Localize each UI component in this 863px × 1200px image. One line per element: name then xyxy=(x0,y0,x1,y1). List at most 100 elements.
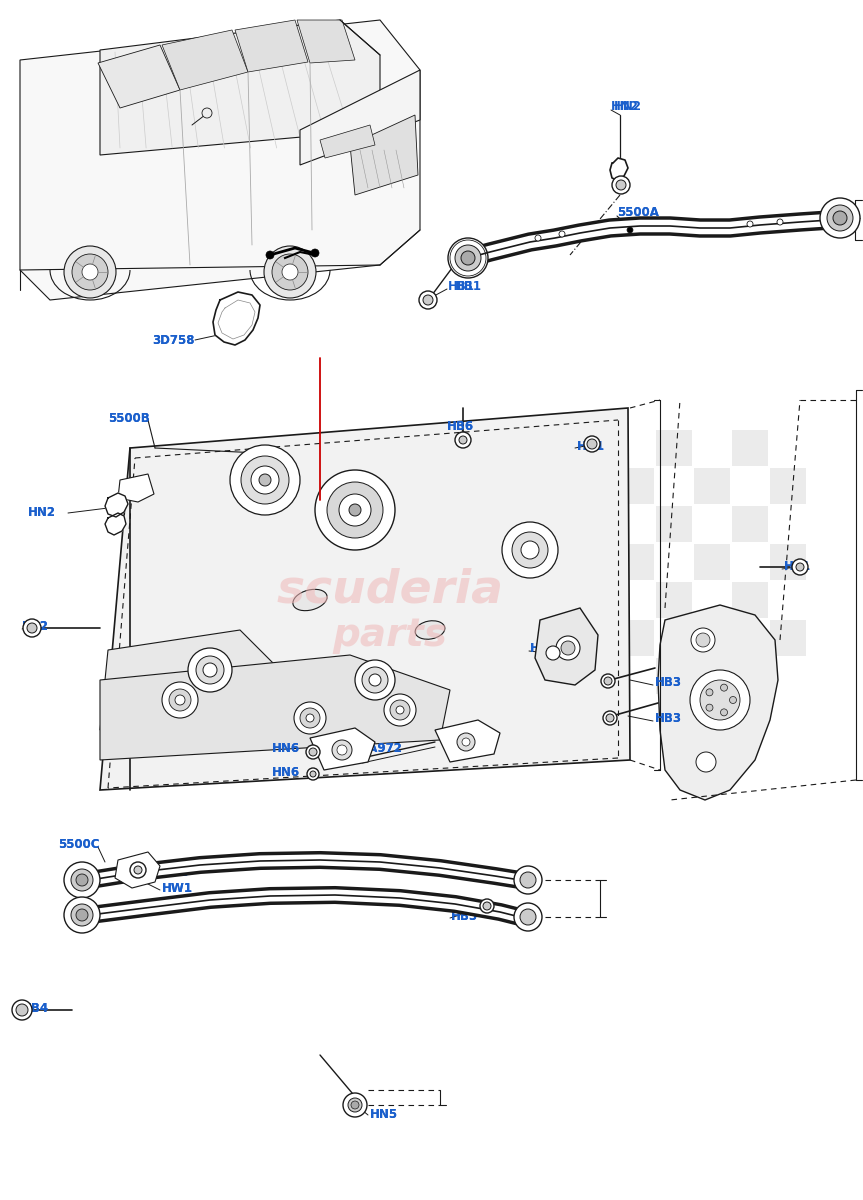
Circle shape xyxy=(169,689,191,710)
Polygon shape xyxy=(213,292,260,346)
Circle shape xyxy=(606,714,614,722)
Text: HW1: HW1 xyxy=(162,882,193,894)
Circle shape xyxy=(307,768,319,780)
Circle shape xyxy=(706,689,713,696)
Bar xyxy=(618,544,654,580)
Text: 5A972: 5A972 xyxy=(360,742,402,755)
Circle shape xyxy=(696,634,710,647)
Text: HN4: HN4 xyxy=(530,642,558,655)
Text: HN3: HN3 xyxy=(162,865,190,878)
Bar xyxy=(770,468,806,504)
Ellipse shape xyxy=(293,589,327,611)
Circle shape xyxy=(690,670,750,730)
Text: HN6: HN6 xyxy=(272,767,300,780)
Circle shape xyxy=(282,264,298,280)
Bar xyxy=(580,658,616,694)
Circle shape xyxy=(71,904,93,926)
Circle shape xyxy=(369,674,381,686)
Circle shape xyxy=(729,696,736,703)
Text: HN5: HN5 xyxy=(370,1109,398,1122)
Polygon shape xyxy=(115,852,160,888)
Polygon shape xyxy=(235,20,308,72)
Polygon shape xyxy=(350,115,418,194)
Circle shape xyxy=(777,218,783,226)
Text: HB5: HB5 xyxy=(451,910,478,923)
Circle shape xyxy=(241,456,289,504)
Ellipse shape xyxy=(415,620,444,640)
Circle shape xyxy=(384,694,416,726)
Circle shape xyxy=(455,245,481,271)
Circle shape xyxy=(355,660,395,700)
Circle shape xyxy=(462,738,470,746)
Text: HN1: HN1 xyxy=(577,439,605,452)
Bar xyxy=(770,544,806,580)
Circle shape xyxy=(390,700,410,720)
Polygon shape xyxy=(100,20,380,155)
Circle shape xyxy=(349,504,361,516)
Text: HB3: HB3 xyxy=(655,713,682,726)
Circle shape xyxy=(188,648,232,692)
Circle shape xyxy=(520,872,536,888)
Circle shape xyxy=(461,251,475,265)
Text: HB1: HB1 xyxy=(455,280,482,293)
Circle shape xyxy=(480,899,494,913)
Text: HN2: HN2 xyxy=(614,101,642,114)
Text: 5500B: 5500B xyxy=(108,412,150,425)
Bar xyxy=(618,468,654,504)
Circle shape xyxy=(266,251,274,259)
Text: HN6: HN6 xyxy=(272,742,300,755)
Bar xyxy=(656,430,692,466)
Circle shape xyxy=(130,862,146,878)
Circle shape xyxy=(76,910,88,922)
Circle shape xyxy=(587,439,597,449)
Circle shape xyxy=(348,1098,362,1112)
Circle shape xyxy=(457,733,475,751)
Circle shape xyxy=(603,710,617,725)
Text: 5500A: 5500A xyxy=(617,206,658,220)
Circle shape xyxy=(327,482,383,538)
Polygon shape xyxy=(100,630,280,730)
Circle shape xyxy=(306,714,314,722)
Circle shape xyxy=(455,432,471,448)
Text: HB3: HB3 xyxy=(655,677,682,690)
Circle shape xyxy=(82,264,98,280)
Circle shape xyxy=(827,205,853,230)
Circle shape xyxy=(294,702,326,734)
Text: HB2: HB2 xyxy=(22,619,49,632)
Circle shape xyxy=(76,874,88,886)
Circle shape xyxy=(23,619,41,637)
Circle shape xyxy=(792,559,808,575)
Circle shape xyxy=(315,470,395,550)
Polygon shape xyxy=(118,474,154,502)
Circle shape xyxy=(483,902,491,910)
Circle shape xyxy=(450,240,486,276)
Polygon shape xyxy=(297,20,355,62)
Circle shape xyxy=(696,752,716,772)
Circle shape xyxy=(339,494,371,526)
Circle shape xyxy=(71,869,93,890)
Circle shape xyxy=(64,246,116,298)
Circle shape xyxy=(196,656,224,684)
Text: HN5: HN5 xyxy=(370,1109,398,1122)
Circle shape xyxy=(72,254,108,290)
Circle shape xyxy=(559,230,565,236)
Circle shape xyxy=(134,866,142,874)
Text: HB6: HB6 xyxy=(447,420,474,433)
Text: 5500C: 5500C xyxy=(58,838,99,851)
Circle shape xyxy=(230,445,300,515)
Bar xyxy=(656,582,692,618)
Bar xyxy=(694,544,730,580)
Polygon shape xyxy=(20,20,420,300)
Polygon shape xyxy=(100,408,630,790)
Bar xyxy=(770,620,806,656)
Text: HB4: HB4 xyxy=(22,1002,49,1014)
Circle shape xyxy=(561,641,575,655)
Circle shape xyxy=(264,246,316,298)
Circle shape xyxy=(259,474,271,486)
Circle shape xyxy=(546,646,560,660)
Circle shape xyxy=(175,695,185,704)
Bar xyxy=(656,658,692,694)
Circle shape xyxy=(691,628,715,652)
Polygon shape xyxy=(535,608,598,685)
Circle shape xyxy=(747,221,753,227)
